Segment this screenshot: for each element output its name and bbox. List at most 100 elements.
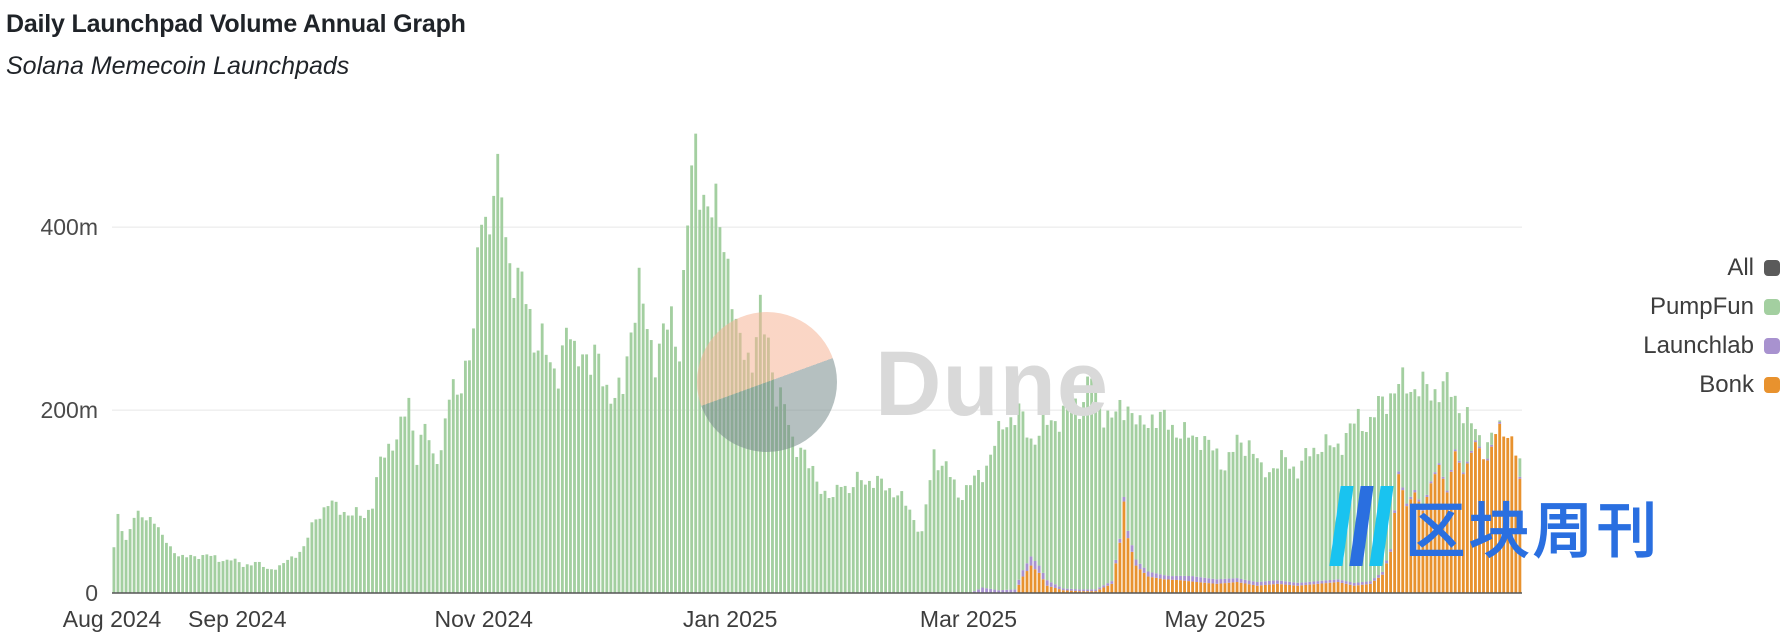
bar-bonk [1336,582,1340,593]
legend-item-bonk[interactable]: Bonk [1643,365,1780,404]
bar-pumpfun [1086,376,1090,590]
bar-pumpfun [1445,372,1449,491]
bar-pumpfun [831,497,835,593]
bar-bonk [1090,591,1094,593]
bar-bonk [1106,585,1110,593]
bar-pumpfun [177,556,180,593]
bar-launchlab [1126,530,1130,539]
bar-pumpfun [742,359,746,593]
x-tick-label: Nov 2024 [434,606,533,632]
legend-item-pumpfun[interactable]: PumpFun [1643,287,1780,326]
bar-bonk [1021,576,1025,593]
bar-bonk [1397,474,1401,593]
bar-bonk [1373,580,1376,593]
bar-launchlab [1340,580,1344,583]
bar-pumpfun [734,318,738,593]
bar-launchlab [1385,560,1388,564]
bar-pumpfun [197,558,201,593]
bar-bonk [1469,452,1473,593]
bar-pumpfun [362,517,366,593]
bar-bonk [1166,579,1170,593]
bar-pumpfun [948,477,952,593]
bar-pumpfun [908,509,912,593]
bar-pumpfun [1203,436,1207,578]
bar-launchlab [1267,580,1271,585]
bar-launchlab [1518,476,1522,479]
legend-swatch [1764,259,1780,276]
bar-pumpfun [1017,403,1021,580]
bar-launchlab [1457,460,1461,463]
bar-bonk [1154,577,1158,593]
bar-bonk [1179,580,1182,593]
bar-pumpfun [423,423,427,593]
bar-pumpfun [916,531,920,593]
bar-pumpfun [1025,437,1029,564]
bar-bonk [1445,492,1449,593]
bar-pumpfun [1235,434,1239,579]
bar-pumpfun [512,297,516,593]
legend-item-launchlab[interactable]: Launchlab [1643,326,1780,365]
bar-pumpfun [1158,411,1162,575]
bar-pumpfun [169,546,172,593]
bar-launchlab [1465,461,1469,464]
bar-launchlab [1368,581,1372,584]
bar-launchlab [1417,499,1421,502]
bar-pumpfun [427,440,431,593]
bar-bonk [1029,565,1033,593]
bar-pumpfun [1037,435,1041,566]
legend-label: Bonk [1699,370,1754,398]
bar-launchlab [1134,559,1138,566]
bar-bonk [1316,583,1320,593]
bar-pumpfun [1272,468,1275,581]
bar-launchlab [1122,496,1126,502]
bar-pumpfun [653,377,657,593]
bar-pumpfun [868,480,871,593]
bar-pumpfun [564,327,568,593]
bar-bonk [1142,572,1146,593]
bar-launchlab [1478,446,1481,449]
bar-launchlab [1401,487,1405,491]
bar-launchlab [1158,574,1162,579]
bar-bonk [1187,581,1191,593]
bar-pumpfun [771,372,774,593]
bar-pumpfun [379,456,382,593]
bar-pumpfun [843,485,847,593]
bar-pumpfun [1308,456,1312,582]
bar-pumpfun [459,393,463,593]
brand-text: 区块周刊 [1405,497,1661,565]
bar-launchlab [1332,579,1336,583]
bar-pumpfun [318,518,322,593]
bar-pumpfun [1207,439,1211,579]
bar-pumpfun [298,551,302,593]
bar-pumpfun [468,360,471,593]
bar-pumpfun [799,447,803,593]
bar-bonk [1017,584,1021,593]
bar-pumpfun [1179,438,1182,576]
bar-pumpfun [221,561,225,593]
bar-pumpfun [589,374,593,593]
bar-bonk [1514,455,1518,593]
bar-bonk [1437,464,1441,593]
bar-launchlab [1102,585,1106,588]
bar-pumpfun [1102,427,1106,586]
bar-pumpfun [1373,417,1376,579]
bar-pumpfun [847,493,851,593]
bar-launchlab [1070,588,1073,591]
bar-pumpfun [1021,411,1025,571]
bar-launchlab [981,587,984,593]
bar-pumpfun [476,247,479,593]
bar-pumpfun [661,323,665,593]
bar-pumpfun [496,153,500,593]
bar-pumpfun [1110,417,1114,582]
bar-launchlab [1021,570,1025,577]
bar-pumpfun [1320,451,1324,581]
bar-pumpfun [314,519,318,593]
bar-bonk [1078,591,1081,593]
legend-item-all[interactable]: All [1643,248,1780,287]
bar-bonk [1074,590,1077,593]
bar-launchlab [1183,575,1186,581]
bar-pumpfun [112,547,116,593]
bar-pumpfun [270,569,273,593]
bar-pumpfun [609,403,613,593]
